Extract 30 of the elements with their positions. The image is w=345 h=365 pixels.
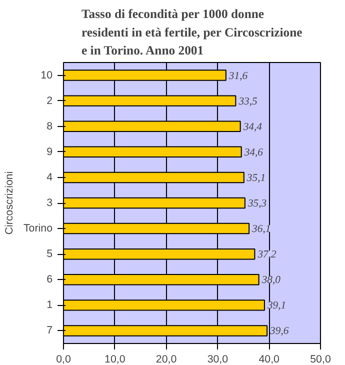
y-tick-label: 4 [46, 171, 53, 184]
y-tick-label: 10 [40, 69, 53, 82]
y-axis-title: Circoscrizioni [3, 171, 16, 235]
x-tick-label: 10,0 [104, 354, 126, 365]
data-label: 31,6 [228, 70, 248, 82]
y-tick-label: 8 [46, 120, 53, 132]
y-tick-label: Torino [23, 222, 53, 235]
y-tick-label: 2 [46, 94, 53, 107]
data-label: 36,1 [251, 224, 271, 236]
y-tick-label: 3 [46, 197, 53, 209]
data-label: 35,1 [246, 172, 266, 184]
data-label: 38,0 [260, 275, 282, 286]
y-tick-label: 9 [46, 146, 53, 158]
data-label: 33,5 [238, 96, 258, 108]
x-tick-label: 50,0 [310, 354, 331, 365]
data-label: 35,3 [246, 198, 267, 210]
x-tick-label: 20,0 [156, 354, 177, 365]
y-tick-label: 6 [46, 274, 53, 286]
chart-title: Tasso di fecondità per 1000 donne residenti in età fertile, per Circoscrizione e in Torino. Anno 2001 [82, 7, 303, 58]
data-label: 39,6 [269, 326, 290, 338]
y-tick-label: 1 [46, 299, 53, 312]
y-tick-label: 5 [46, 248, 53, 260]
data-label: 34,6 [243, 147, 264, 158]
data-label: 34,4 [242, 122, 263, 133]
x-tick-label: 0,0 [56, 354, 71, 365]
data-label: 39,1 [266, 300, 286, 312]
y-tick-label: 7 [46, 324, 53, 337]
x-tick-label: 30,0 [207, 354, 228, 365]
x-tick-label: 40,0 [258, 354, 280, 365]
data-label: 37,2 [256, 250, 278, 261]
